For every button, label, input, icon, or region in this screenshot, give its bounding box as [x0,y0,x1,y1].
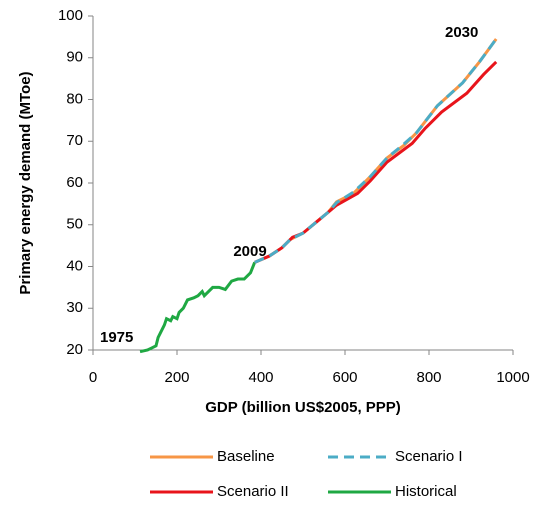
series-line [254,60,498,264]
annotation: 2009 [233,243,266,260]
legend-label: Historical [395,483,457,500]
annotation: 2030 [445,24,478,41]
y-tick-label: 80 [66,90,83,107]
y-tick-label: 90 [66,49,83,66]
legend-label: Scenario II [217,483,289,500]
x-tick-label: 200 [164,369,189,386]
annotation: 1975 [100,329,133,346]
y-axis-label: Primary energy demand (MToe) [17,71,34,294]
legend-label: Scenario I [395,448,463,465]
y-tick-label: 40 [66,257,83,274]
x-axis-label: GDP (billion US$2005, PPP) [205,399,401,416]
series-line [254,38,498,264]
x-tick-label: 600 [332,369,357,386]
y-tick-label: 30 [66,299,83,316]
series-line [139,261,257,354]
x-tick-label: 0 [89,369,97,386]
x-tick-label: 800 [416,369,441,386]
series-line [254,38,498,264]
y-tick-label: 60 [66,174,83,191]
y-tick-label: 100 [58,7,83,24]
legend-label: Baseline [217,448,275,465]
y-tick-label: 50 [66,216,83,233]
x-tick-label: 400 [248,369,273,386]
y-tick-label: 20 [66,341,83,358]
x-tick-label: 1000 [496,369,529,386]
y-tick-label: 70 [66,132,83,149]
